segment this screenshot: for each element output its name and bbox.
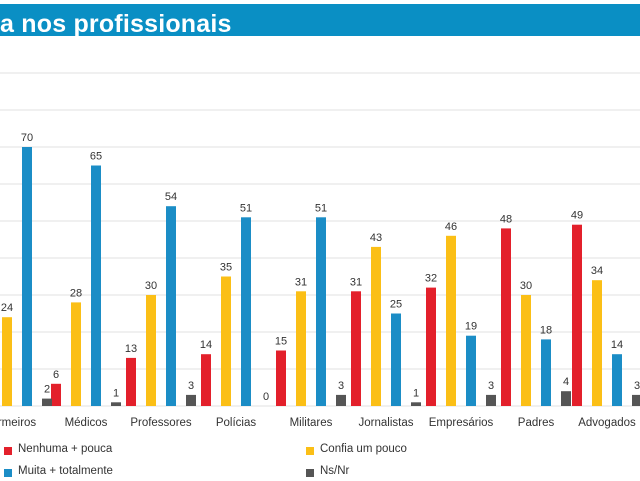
bar-1-3 <box>221 276 231 406</box>
data-label-1-3: 35 <box>220 262 232 274</box>
data-label-3-6: 3 <box>488 380 494 392</box>
category-label-8: Advogados <box>578 417 636 429</box>
data-label-3-5: 1 <box>413 387 419 399</box>
data-label-0-7: 48 <box>500 213 512 225</box>
category-label-1: Médicos <box>65 417 108 429</box>
data-label-2-1: 65 <box>90 151 102 163</box>
data-label-3-4: 3 <box>338 380 344 392</box>
data-label-0-3: 14 <box>200 339 212 351</box>
data-label-0-8: 49 <box>571 210 583 222</box>
bar-0-2 <box>126 357 136 406</box>
data-label-3-3: 0 <box>263 391 269 403</box>
bar-2-3 <box>241 217 251 406</box>
data-label-0-2: 13 <box>125 343 137 355</box>
data-label-3-7: 4 <box>563 376 569 388</box>
bar-3-8 <box>632 394 640 406</box>
bar-1-5 <box>371 246 381 406</box>
bar-2-5 <box>391 313 401 406</box>
category-label-3: Polícias <box>216 417 257 429</box>
bar-2-6 <box>466 335 476 406</box>
data-label-3-1: 1 <box>113 387 119 399</box>
legend-label-muita: Muita + totalmente <box>18 465 113 477</box>
category-label-0: rmeiros <box>0 417 36 429</box>
data-label-3-0: 2 <box>44 384 50 396</box>
bar-3-0 <box>42 398 52 406</box>
bar-3-1 <box>111 402 121 406</box>
bar-0-5 <box>351 291 361 406</box>
data-label-2-5: 25 <box>390 299 402 311</box>
bar-0-8 <box>572 224 582 406</box>
data-label-2-7: 18 <box>540 324 552 336</box>
legend-label-nenhuma: Nenhuma + pouca <box>18 443 113 455</box>
legend-swatch-nenhuma <box>4 447 12 455</box>
legend-swatch-muita <box>4 469 12 477</box>
legend-swatch-confia <box>306 447 314 455</box>
bar-0-6 <box>426 287 436 406</box>
data-label-0-5: 31 <box>350 276 362 288</box>
bar-2-8 <box>612 354 622 406</box>
data-label-1-4: 31 <box>295 276 307 288</box>
category-label-7: Padres <box>518 417 555 429</box>
bar-2-7 <box>541 339 551 406</box>
data-label-3-8: 3 <box>634 380 640 392</box>
bar-2-0 <box>22 147 32 406</box>
bar-0-4 <box>276 350 286 406</box>
data-label-1-0: 24 <box>1 302 13 314</box>
bar-0-1 <box>51 383 61 406</box>
category-label-4: Militares <box>290 417 333 429</box>
bar-3-4 <box>336 394 346 406</box>
data-label-2-0: 70 <box>21 132 33 144</box>
bar-3-7 <box>561 391 571 406</box>
bar-1-2 <box>146 295 156 406</box>
category-label-6: Empresários <box>429 417 494 429</box>
data-label-1-7: 30 <box>520 280 532 292</box>
bar-1-0 <box>2 317 12 406</box>
bar-3-2 <box>186 394 196 406</box>
data-label-1-5: 43 <box>370 232 382 244</box>
chart-title: a nos profissionais <box>0 10 232 38</box>
bar-0-7 <box>501 228 511 406</box>
data-label-0-6: 32 <box>425 273 437 285</box>
data-label-0-4: 15 <box>275 336 287 348</box>
category-label-2: Professores <box>130 417 192 429</box>
bar-1-7 <box>521 295 531 406</box>
legend-label-confia: Confia um pouco <box>320 443 407 455</box>
bar-1-1 <box>71 302 81 406</box>
legend-label-nsnr: Ns/Nr <box>320 465 350 477</box>
data-label-1-6: 46 <box>445 221 457 233</box>
bar-2-1 <box>91 165 101 406</box>
data-label-3-2: 3 <box>188 380 194 392</box>
bar-1-4 <box>296 291 306 406</box>
bar-2-2 <box>166 206 176 406</box>
bar-1-6 <box>446 235 456 406</box>
data-label-2-8: 14 <box>611 339 623 351</box>
data-label-2-3: 51 <box>240 202 252 214</box>
title-band: a nos profissionais <box>0 4 640 38</box>
data-label-1-2: 30 <box>145 280 157 292</box>
bar-1-8 <box>592 280 602 406</box>
bar-3-5 <box>411 402 421 406</box>
bar-2-4 <box>316 217 326 406</box>
category-label-5: Jornalistas <box>359 417 414 429</box>
bar-0-3 <box>201 354 211 406</box>
data-label-1-8: 34 <box>591 265 603 277</box>
data-label-2-2: 54 <box>165 191 177 203</box>
data-label-1-1: 28 <box>70 287 82 299</box>
data-label-2-4: 51 <box>315 202 327 214</box>
legend-swatch-nsnr <box>306 469 314 477</box>
data-label-0-1: 6 <box>53 369 59 381</box>
data-label-2-6: 19 <box>465 321 477 333</box>
bar-3-6 <box>486 394 496 406</box>
